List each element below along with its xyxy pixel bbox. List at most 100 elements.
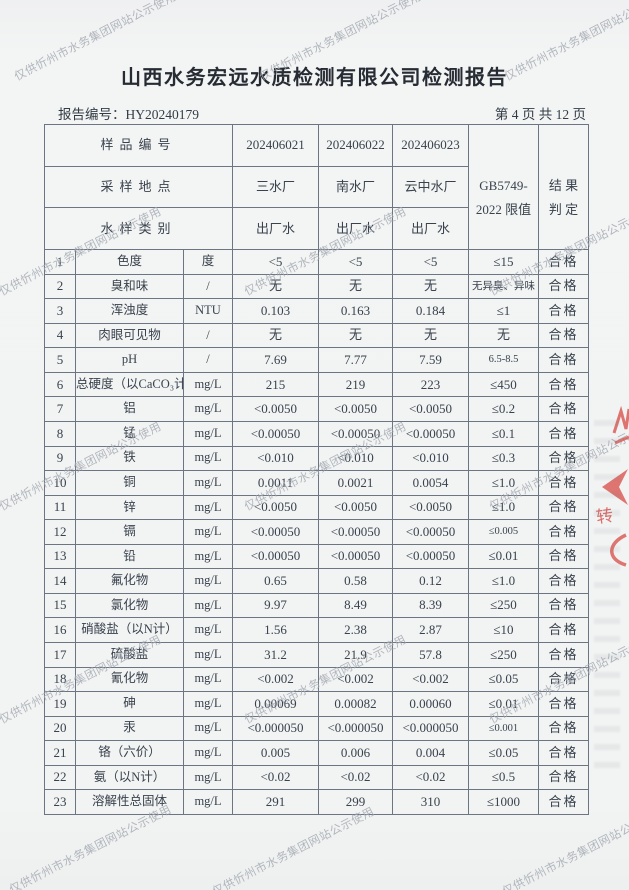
result-value: 合格 xyxy=(538,641,589,668)
site-3: 云中水厂 xyxy=(392,165,469,209)
result-column-header: 结 果 判 定 xyxy=(538,123,589,251)
table-row: 23 溶解性总固体 mg/L 291 299 310 ≤1000 合格 xyxy=(44,789,589,815)
value-sample-1: 0.0011 xyxy=(232,470,319,496)
value-sample-1: 215 xyxy=(232,371,319,398)
report-meta: 报告编号：HY20240179 第 4 页 共 12 页 xyxy=(58,103,586,123)
value-sample-1: <0.010 xyxy=(232,445,319,472)
value-sample-3: <0.002 xyxy=(392,666,469,693)
parameter-unit: 度 xyxy=(183,249,233,275)
result-value: 合格 xyxy=(538,322,589,349)
value-sample-1: <0.02 xyxy=(232,764,319,791)
table-row: 7 铝 mg/L <0.0050 <0.0050 <0.0050 ≤0.2 合格 xyxy=(44,396,589,423)
value-sample-1: 0.65 xyxy=(232,568,319,594)
value-sample-1: <0.0050 xyxy=(232,396,319,423)
parameter-unit: mg/L xyxy=(183,740,233,766)
limit-value: ≤0.5 xyxy=(468,764,539,791)
result-value: 合格 xyxy=(538,396,589,423)
parameter-unit: mg/L xyxy=(183,764,233,791)
table-header-rows: 样品编号 202406021 202406022 202406023 GB574… xyxy=(44,123,589,251)
value-sample-3: <0.00050 xyxy=(392,421,469,447)
row-number: 17 xyxy=(44,641,76,668)
watermark-text: 仅供忻州市水务集团网站公示使用 xyxy=(499,804,629,890)
report-number-value: HY20240179 xyxy=(125,107,200,122)
red-stamp-partial: 转 xyxy=(595,405,629,567)
result-value: 合格 xyxy=(538,470,589,496)
table-row: 20 汞 mg/L <0.000050 <0.000050 <0.000050 … xyxy=(44,715,589,742)
parameter-unit: mg/L xyxy=(183,568,233,594)
value-sample-3: <0.010 xyxy=(392,445,469,472)
result-value: 合格 xyxy=(538,445,589,472)
result-value: 合格 xyxy=(538,249,589,275)
result-value: 合格 xyxy=(538,764,589,791)
value-sample-1: 0.00069 xyxy=(232,691,319,717)
row-number: 9 xyxy=(44,445,76,472)
limit-header-line1: GB5749- xyxy=(479,177,528,193)
site-2: 南水厂 xyxy=(318,165,393,209)
value-sample-1: <5 xyxy=(232,249,319,275)
parameter-unit: mg/L xyxy=(183,715,233,742)
limit-value: ≤250 xyxy=(468,641,539,668)
value-sample-1: 291 xyxy=(232,789,319,815)
value-sample-3: 0.004 xyxy=(392,740,469,766)
value-sample-1: <0.00050 xyxy=(232,519,319,545)
table-row: 5 pH / 7.69 7.77 7.59 6.5-8.5 合格 xyxy=(44,347,589,373)
value-sample-3: 7.59 xyxy=(392,347,469,373)
limit-value: ≤0.05 xyxy=(468,740,539,766)
value-sample-2: 7.77 xyxy=(318,347,393,373)
value-sample-1: 0.103 xyxy=(232,298,319,324)
table-row: 3 浑浊度 NTU 0.103 0.163 0.184 ≤1 合格 xyxy=(44,298,589,324)
parameter-unit: NTU xyxy=(183,298,233,324)
table-row: 10 铜 mg/L 0.0011 0.0021 0.0054 ≤1.0 合格 xyxy=(44,470,589,496)
value-sample-3: <0.0050 xyxy=(392,396,469,423)
meta-row-sample-id: 样品编号 202406021 202406022 202406023 GB574… xyxy=(44,123,589,251)
table-row: 16 硝酸盐（以N计） mg/L 1.56 2.38 2.87 ≤10 合格 xyxy=(44,617,589,643)
row-number: 21 xyxy=(44,740,76,766)
meta-label-water-type: 水样类别 xyxy=(44,207,233,251)
row-number: 2 xyxy=(44,273,76,300)
value-sample-2: 299 xyxy=(318,789,393,815)
value-sample-1: 31.2 xyxy=(232,641,319,668)
value-sample-3: 无 xyxy=(392,322,469,349)
table-row: 17 硫酸盐 mg/L 31.2 21.9 57.8 ≤250 合格 xyxy=(44,641,589,668)
limit-value: ≤0.001 xyxy=(468,715,539,742)
parameter-unit: mg/L xyxy=(183,494,233,521)
value-sample-3: 无 xyxy=(392,273,469,300)
row-number: 5 xyxy=(44,347,76,373)
row-number: 16 xyxy=(44,617,76,643)
parameter-name: 汞 xyxy=(75,715,184,742)
limit-value: ≤0.05 xyxy=(468,666,539,693)
value-sample-3: 8.39 xyxy=(392,592,469,619)
table-row: 2 臭和味 / 无 无 无 无异臭、异味 合格 xyxy=(44,273,589,300)
parameter-name: 硝酸盐（以N计） xyxy=(75,617,184,643)
row-number: 18 xyxy=(44,666,76,693)
value-sample-3: 310 xyxy=(392,789,469,815)
result-value: 合格 xyxy=(538,715,589,742)
parameter-unit: mg/L xyxy=(183,617,233,643)
limit-value: ≤1000 xyxy=(468,789,539,815)
value-sample-3: <0.00050 xyxy=(392,543,469,570)
parameter-name: pH xyxy=(75,347,184,373)
result-value: 合格 xyxy=(538,592,589,619)
row-number: 10 xyxy=(44,470,76,496)
parameter-name: 砷 xyxy=(75,691,184,717)
parameter-name: 总硬度（以CaCO₃计） xyxy=(75,371,184,398)
value-sample-3: 0.0054 xyxy=(392,470,469,496)
result-value: 合格 xyxy=(538,371,589,398)
parameter-unit: mg/L xyxy=(183,445,233,472)
value-sample-2: <5 xyxy=(318,249,393,275)
value-sample-3: <0.02 xyxy=(392,764,469,791)
sample-id-2: 202406022 xyxy=(318,124,393,167)
parameter-name: 臭和味 xyxy=(75,273,184,300)
type-3: 出厂水 xyxy=(392,207,469,251)
limit-value: 无 xyxy=(468,322,539,349)
result-value: 合格 xyxy=(538,347,589,373)
parameter-name: 浑浊度 xyxy=(75,298,184,324)
result-value: 合格 xyxy=(538,494,589,521)
parameter-name: 氰化物 xyxy=(75,666,184,693)
table-row: 19 砷 mg/L 0.00069 0.00082 0.00060 ≤0.01 … xyxy=(44,691,589,717)
value-sample-1: 0.005 xyxy=(232,740,319,766)
table-row: 1 色度 度 <5 <5 <5 ≤15 合格 xyxy=(44,249,589,275)
parameter-name: 溶解性总固体 xyxy=(75,789,184,815)
parameter-unit: mg/L xyxy=(183,789,233,815)
page-indicator: 第 4 页 共 12 页 xyxy=(494,107,586,122)
